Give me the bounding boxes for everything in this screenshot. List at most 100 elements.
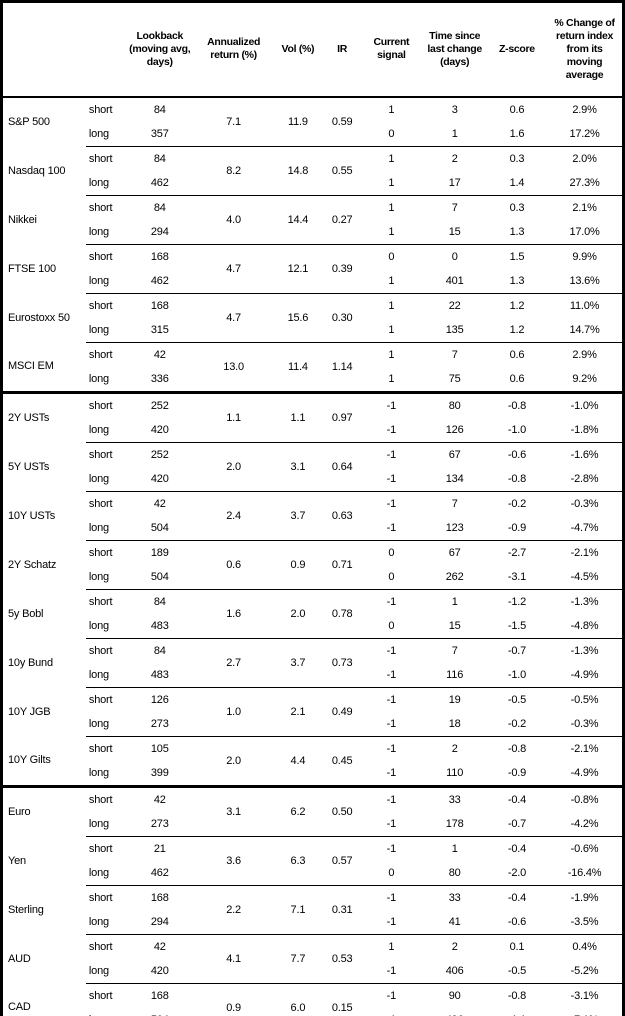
pct-change-value: 17.2% <box>569 127 600 140</box>
signal-value: 1 <box>360 341 423 367</box>
zscore-value: -1.2 <box>486 588 548 614</box>
asset-name: 5y Bobl <box>8 607 44 620</box>
zscore-value: -0.7 <box>507 817 527 830</box>
signal-value: -1 <box>386 717 397 730</box>
annualized-return-value: 1.0 <box>195 686 272 736</box>
signal-value: -1 <box>360 735 423 761</box>
days-since-change-value: 134 <box>445 472 464 485</box>
zscore-value: 0.6 <box>509 103 525 116</box>
signal-value: 1 <box>360 145 423 171</box>
pct-change-value: -0.6% <box>547 835 624 861</box>
days-since-change-value: 2 <box>422 145 487 171</box>
table-row: Euro short 42 3.1 6.2 0.50 -1 33 -0.4 -0.8% <box>1 784 624 836</box>
pct-change-value: 0.4% <box>547 933 624 959</box>
ir-value: 0.59 <box>331 115 353 128</box>
ir-value: 0.30 <box>324 292 361 342</box>
horizon-label: long <box>88 619 109 632</box>
days-since-change-value: 178 <box>445 817 464 830</box>
zscore-value: -0.6 <box>486 441 548 467</box>
signal-value: 0 <box>360 243 423 269</box>
ir-value: 0.15 <box>324 982 361 1016</box>
ir-value: 0.53 <box>324 933 361 983</box>
asset-name: Nasdaq 100 <box>8 164 66 177</box>
pct-change-value: -5.2% <box>570 964 599 977</box>
horizon-label: short <box>85 490 125 516</box>
days-since-change-value: 33 <box>422 884 487 910</box>
lookback-value: 42 <box>124 490 196 516</box>
pct-change-value: -2.8% <box>570 472 599 485</box>
asset-name: 2Y USTs <box>1 390 86 442</box>
pct-change-value: 11.0% <box>547 292 624 318</box>
ir-value: 0.31 <box>324 884 361 934</box>
pct-change-value: -16.4% <box>567 866 602 879</box>
col-header-time-since: Time since last change (days) <box>422 1 487 98</box>
horizon-label: long <box>88 964 109 977</box>
vol-value: 11.4 <box>271 341 325 392</box>
asset-name: 10y Bund <box>8 656 53 669</box>
ir-value: 0.49 <box>324 686 361 736</box>
asset-name: Sterling <box>8 903 44 916</box>
signal-value: -1 <box>386 472 397 485</box>
vol-value: 14.8 <box>271 145 325 195</box>
lookback-value: 84 <box>124 588 196 614</box>
table-row: long 504 0 262 -3.1 -4.5% <box>2 565 624 590</box>
horizon-label: long <box>88 472 109 485</box>
table-row: Yen short 21 3.6 6.3 0.57 -1 1 -0.4 -0.6% <box>2 835 624 885</box>
horizon-label: short <box>85 835 125 861</box>
lookback-value: 126 <box>124 686 196 712</box>
signal-value: -1 <box>386 423 397 436</box>
pct-change-value: -1.9% <box>547 884 624 910</box>
zscore-value: -0.8 <box>507 472 527 485</box>
lookback-value: 504 <box>124 1008 195 1016</box>
lookback-value: 399 <box>150 766 169 779</box>
signal-value: 1 <box>388 176 395 189</box>
signal-value: 1 <box>388 372 395 385</box>
zscore-value: -0.5 <box>507 964 527 977</box>
annualized-return-value: 0.9 <box>195 982 272 1016</box>
signal-value: 0 <box>360 539 423 565</box>
lookback-value: 357 <box>150 127 169 140</box>
days-since-change-value: 7 <box>422 637 487 663</box>
days-since-change-value: 15 <box>448 619 461 632</box>
signal-value: -1 <box>360 1008 422 1016</box>
lookback-value: 483 <box>150 668 169 681</box>
zscore-value: -0.4 <box>486 884 548 910</box>
table-row: long 462 1 401 1.3 13.6% <box>2 269 624 294</box>
signal-value: 1 <box>360 292 423 318</box>
signal-value: -1 <box>360 686 423 712</box>
vol-value: 15.6 <box>271 292 325 342</box>
table-row: long 294 -1 41 -0.6 -3.5% <box>2 910 624 935</box>
days-since-change-value: 22 <box>422 292 487 318</box>
lookback-value: 462 <box>150 176 169 189</box>
pct-change-value: 2.9% <box>547 341 624 367</box>
horizon-label: long <box>88 915 109 928</box>
days-since-change-value: 80 <box>422 390 487 418</box>
days-since-change-value: 7 <box>422 341 487 367</box>
zscore-value: -0.6 <box>507 915 527 928</box>
lookback-value: 336 <box>150 372 169 385</box>
annualized-return-value: 1.6 <box>195 588 272 638</box>
ir-value: 0.50 <box>324 784 361 836</box>
table-row: long 273 -1 178 -0.7 -4.2% <box>2 812 624 837</box>
pct-change-value: 2.9% <box>572 103 597 116</box>
signal-value: 1 <box>388 323 395 336</box>
zscore-value: -0.7 <box>486 637 548 663</box>
horizon-label: long <box>88 570 109 583</box>
days-since-change-value: 1 <box>422 835 487 861</box>
days-since-change-value: 19 <box>422 686 487 712</box>
zscore-value: -0.8 <box>486 390 548 418</box>
table-row: Eurostoxx 50 short 168 4.7 15.6 0.30 1 22 1.2 11.… <box>2 292 624 342</box>
table-row: long 420 -1 126 -1.0 -1.8% <box>2 418 624 443</box>
signal-value: -1 <box>360 982 423 1008</box>
vol-value: 3.7 <box>271 637 325 687</box>
table-row: CAD short 168 0.9 6.0 0.15 -1 90 -0.8 -3.1% <box>2 982 624 1016</box>
horizon-label: short <box>85 441 125 467</box>
days-since-change-value: 123 <box>445 521 464 534</box>
zscore-value: 0.6 <box>509 372 525 385</box>
signal-value: 1 <box>388 225 395 238</box>
days-since-change-value: 15 <box>448 225 461 238</box>
lookback-value: 462 <box>150 866 169 879</box>
signal-value: -1 <box>360 390 423 418</box>
ir-value: 1.14 <box>324 341 361 392</box>
